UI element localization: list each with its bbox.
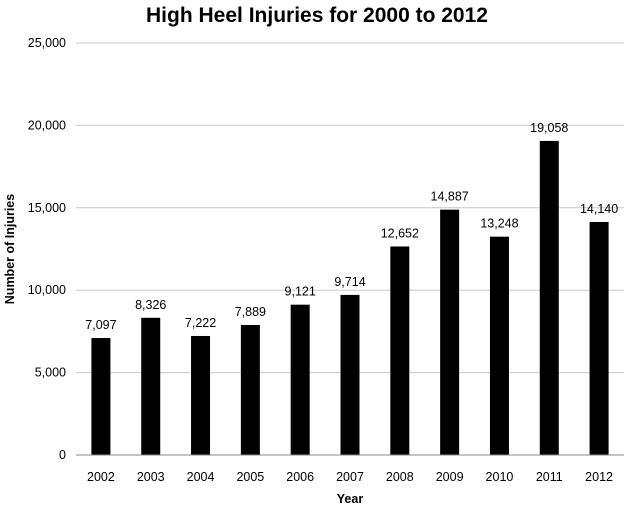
y-tick-label: 10,000: [28, 283, 66, 297]
x-tick-label: 2008: [386, 470, 414, 484]
bar-2007: [340, 294, 360, 455]
y-tick-label: 20,000: [28, 118, 66, 132]
tick-labels: 0 5,000 10,000 15,000 20,000 25,000 2002 2003 20…: [28, 36, 613, 484]
y-axis-title: Number of Injuries: [3, 194, 17, 304]
bar-2009: [440, 209, 460, 455]
data-label: 9,121: [285, 285, 316, 299]
data-label: 7,889: [235, 305, 266, 319]
bar-2008: [390, 246, 410, 455]
bars: [91, 140, 609, 455]
bar-2005: [240, 324, 260, 455]
data-label: 9,714: [334, 275, 365, 289]
data-label: 14,140: [580, 202, 618, 216]
x-tick-label: 2010: [486, 470, 514, 484]
y-tick-label: 0: [59, 448, 66, 462]
x-tick-label: 2011: [536, 470, 563, 484]
x-axis-title: Year: [337, 492, 364, 506]
x-tick-label: 2005: [236, 470, 264, 484]
x-tick-label: 2002: [87, 470, 115, 484]
data-labels: 7,097 8,326 7,222 7,889 9,121 9,714 12,652 14,8…: [85, 121, 618, 332]
bar-2004: [191, 335, 211, 455]
x-tick-label: 2004: [187, 470, 215, 484]
data-label: 7,222: [185, 316, 216, 330]
bar-2012: [589, 221, 609, 455]
x-tick-label: 2006: [286, 470, 314, 484]
chart-title: High Heel Injuries for 2000 to 2012: [146, 4, 488, 27]
data-label: 13,248: [480, 217, 518, 231]
x-tick-label: 2003: [137, 470, 165, 484]
bar-2002: [91, 338, 111, 455]
bar-2010: [489, 236, 509, 455]
y-tick-label: 25,000: [28, 36, 66, 50]
bar-2003: [141, 317, 161, 455]
y-tick-label: 5,000: [35, 366, 66, 380]
bar-2006: [290, 304, 310, 455]
x-tick-label: 2012: [585, 470, 613, 484]
x-tick-label: 2007: [336, 470, 364, 484]
data-label: 19,058: [530, 121, 568, 135]
data-label: 8,326: [135, 298, 166, 312]
bar-2011: [539, 140, 559, 455]
x-tick-label: 2009: [436, 470, 464, 484]
data-label: 7,097: [85, 318, 116, 332]
data-label: 14,887: [431, 190, 469, 204]
y-tick-label: 15,000: [28, 201, 66, 215]
data-label: 12,652: [381, 226, 419, 240]
